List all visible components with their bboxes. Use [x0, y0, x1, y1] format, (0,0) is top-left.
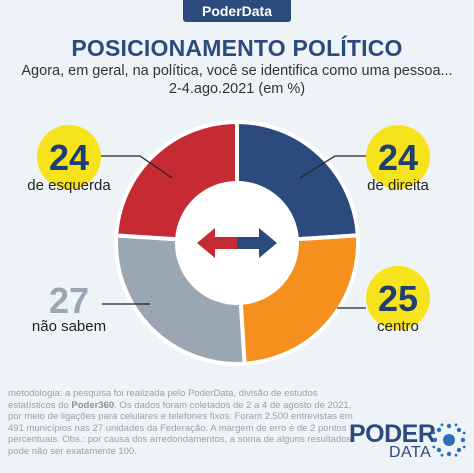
callout-line: [299, 155, 366, 179]
value-bubble: [37, 125, 101, 189]
chart-subtitle: Agora, em geral, na política, você se id…: [21, 63, 453, 79]
chart-title: POSICIONAMENTO POLÍTICO: [71, 35, 403, 61]
value-bubble: [366, 266, 430, 330]
methodology-text-2: . Os dados foram coletados de 2 a 4 de a…: [8, 399, 353, 457]
category-label: de direita: [367, 177, 429, 194]
category-label: não sabem: [32, 318, 106, 335]
data-label: 24: [378, 137, 418, 178]
logo-sub: DATA: [389, 444, 432, 461]
logo-dots-icon: [432, 423, 466, 457]
donut-slice: [114, 119, 239, 242]
donut-slice: [114, 233, 247, 366]
brand-label: PoderData: [201, 3, 273, 19]
donut-slice: [238, 233, 360, 366]
callout-line: [100, 155, 173, 179]
category-label: centro: [377, 318, 419, 335]
methodology-text-1: metodologia: a pesquisa foi realizada pe…: [8, 388, 318, 411]
category-label: de esquerda: [27, 177, 111, 194]
value-bubble: [366, 125, 430, 189]
data-label: 24: [49, 137, 89, 178]
left-arrow-icon: [197, 228, 237, 258]
brand-tab: PoderData: [183, 0, 291, 22]
right-arrow-icon: [237, 228, 277, 258]
donut-slice: [235, 119, 360, 242]
chart-date: 2-4.ago.2021 (em %): [168, 81, 306, 97]
methodology-source: Poder360: [71, 399, 115, 411]
logo-word: PODER: [349, 420, 436, 448]
methodology-note: metodologia: a pesquisa foi realizada pe…: [8, 388, 363, 458]
poderdata-logo: PODER DATA: [349, 420, 469, 468]
data-label: 27: [49, 280, 89, 321]
data-label: 25: [378, 278, 418, 319]
